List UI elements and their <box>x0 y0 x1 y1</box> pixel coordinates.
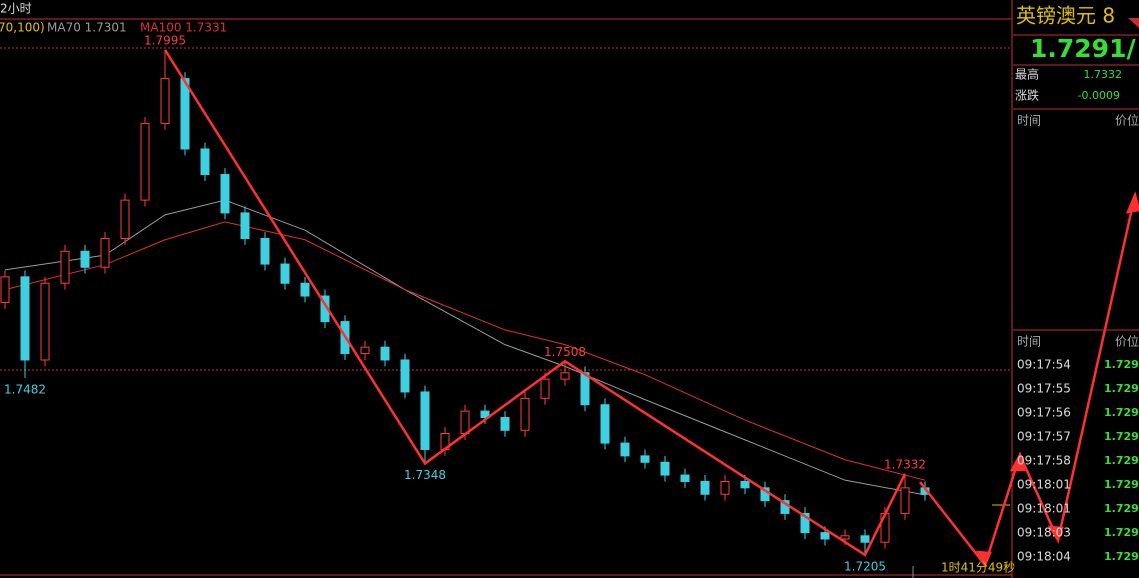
col-price: 价位 <box>1115 113 1139 128</box>
candle-body <box>660 461 670 476</box>
tick-price: 1.7291 <box>1104 406 1139 419</box>
tick-price: 1.7292 <box>1104 502 1139 515</box>
extreme-label: 1.7482 <box>4 382 46 396</box>
col-price: 价位 <box>1115 334 1139 349</box>
tick-rows: 09:17:54 1.7291 09:17:55 1.7291 09:17:56 1.72… <box>1017 358 1139 564</box>
tick-time: 09:17:58 <box>1017 454 1071 468</box>
period: 2小时 <box>0 2 32 16</box>
ma-params: 70,100) <box>0 21 45 35</box>
candle-body <box>200 148 210 176</box>
candle-body <box>900 487 910 514</box>
tick-time: 09:18:03 <box>1017 526 1071 540</box>
extreme-label: 1.7995 <box>144 33 186 47</box>
candle-body <box>40 282 50 361</box>
ma100-label: MA100 1.7331 <box>140 21 227 35</box>
tick-price: 1.7292 <box>1104 526 1139 539</box>
ma-line <box>4 199 926 496</box>
candle-body <box>800 512 810 534</box>
candle-body <box>620 442 630 457</box>
corner-mark <box>1128 18 1139 28</box>
extreme-label: 1.7508 <box>544 345 586 359</box>
tick-time: 09:17:55 <box>1017 382 1071 396</box>
candle-body <box>280 263 290 284</box>
candle-body <box>100 237 110 268</box>
tick-time: 09:18:04 <box>1017 550 1071 564</box>
candle-body <box>180 78 190 150</box>
candle-body <box>580 372 590 406</box>
tick-price: 1.7291 <box>1104 358 1139 371</box>
tick-price: 1.7291 <box>1104 550 1139 563</box>
candle-body <box>220 174 230 214</box>
candle-body <box>860 535 870 543</box>
candle-body <box>820 532 830 540</box>
tick-price: 1.7291 <box>1104 454 1139 467</box>
tick-time: 09:17:56 <box>1017 406 1071 420</box>
high-value: 1.7332 <box>1084 68 1123 81</box>
tick-price: 1.7291 <box>1104 382 1139 395</box>
candle-body <box>20 276 30 361</box>
candle-body <box>300 282 310 297</box>
zigzag <box>163 49 907 557</box>
projection <box>919 191 1139 568</box>
candle-body <box>460 410 470 434</box>
candle-body <box>640 455 650 463</box>
candle-body <box>540 378 550 399</box>
candle-body <box>720 480 730 495</box>
candle-body <box>0 276 10 303</box>
candle-body <box>480 410 490 419</box>
candle-body <box>420 391 430 450</box>
candle-body <box>380 346 390 361</box>
plot: 1.7482 1.7995 1.7348 1.7508 1.7205 1.7332 <box>0 33 930 573</box>
candle-body <box>500 417 510 431</box>
candle-body <box>260 237 270 265</box>
candle-body <box>680 474 690 482</box>
candle-body <box>740 480 750 489</box>
col-time: 时间 <box>1017 114 1041 128</box>
change-label: 涨跌 <box>1015 88 1039 103</box>
candle-body <box>560 372 570 380</box>
symbol: 英镑澳元 8 <box>1016 4 1115 28</box>
col-time: 时间 <box>1017 335 1041 349</box>
last-price: 1.7291/ <box>1030 34 1136 63</box>
candle-body <box>80 250 90 268</box>
candle-body <box>360 346 370 355</box>
ma70-label: MA70 1.7301 <box>47 21 127 35</box>
candle-body <box>60 250 70 284</box>
candle-body <box>240 212 250 239</box>
candle-body <box>600 404 610 444</box>
extreme-label: 1.7205 <box>844 559 886 573</box>
candle-body <box>400 359 410 393</box>
tick-time: 09:18:01 <box>1017 502 1071 516</box>
candle-body <box>840 535 850 540</box>
tick-price: 1.7291 <box>1104 478 1139 491</box>
tick-time: 09:17:54 <box>1017 358 1071 372</box>
tick-time: 09:18:01 <box>1017 478 1071 492</box>
quote-panel: 英镑澳元 8 1.7291/ 最高 1.7332 涨跌 -0.0009 时间 价… <box>1013 4 1139 564</box>
candle-body <box>520 397 530 431</box>
change-value: -0.0009 <box>1078 89 1120 102</box>
tick-time: 09:17:57 <box>1017 430 1071 444</box>
ma-line <box>4 221 926 481</box>
countdown: 1时41分49秒 <box>941 561 1015 575</box>
candle-body <box>120 199 130 239</box>
candle-body <box>160 78 170 124</box>
high-label: 最高 <box>1015 67 1039 82</box>
tick-price: 1.7291 <box>1104 430 1139 443</box>
candle-body <box>140 122 150 201</box>
extreme-label: 1.7348 <box>404 468 446 482</box>
candle-body <box>700 480 710 495</box>
extreme-label: 1.7332 <box>884 457 926 471</box>
